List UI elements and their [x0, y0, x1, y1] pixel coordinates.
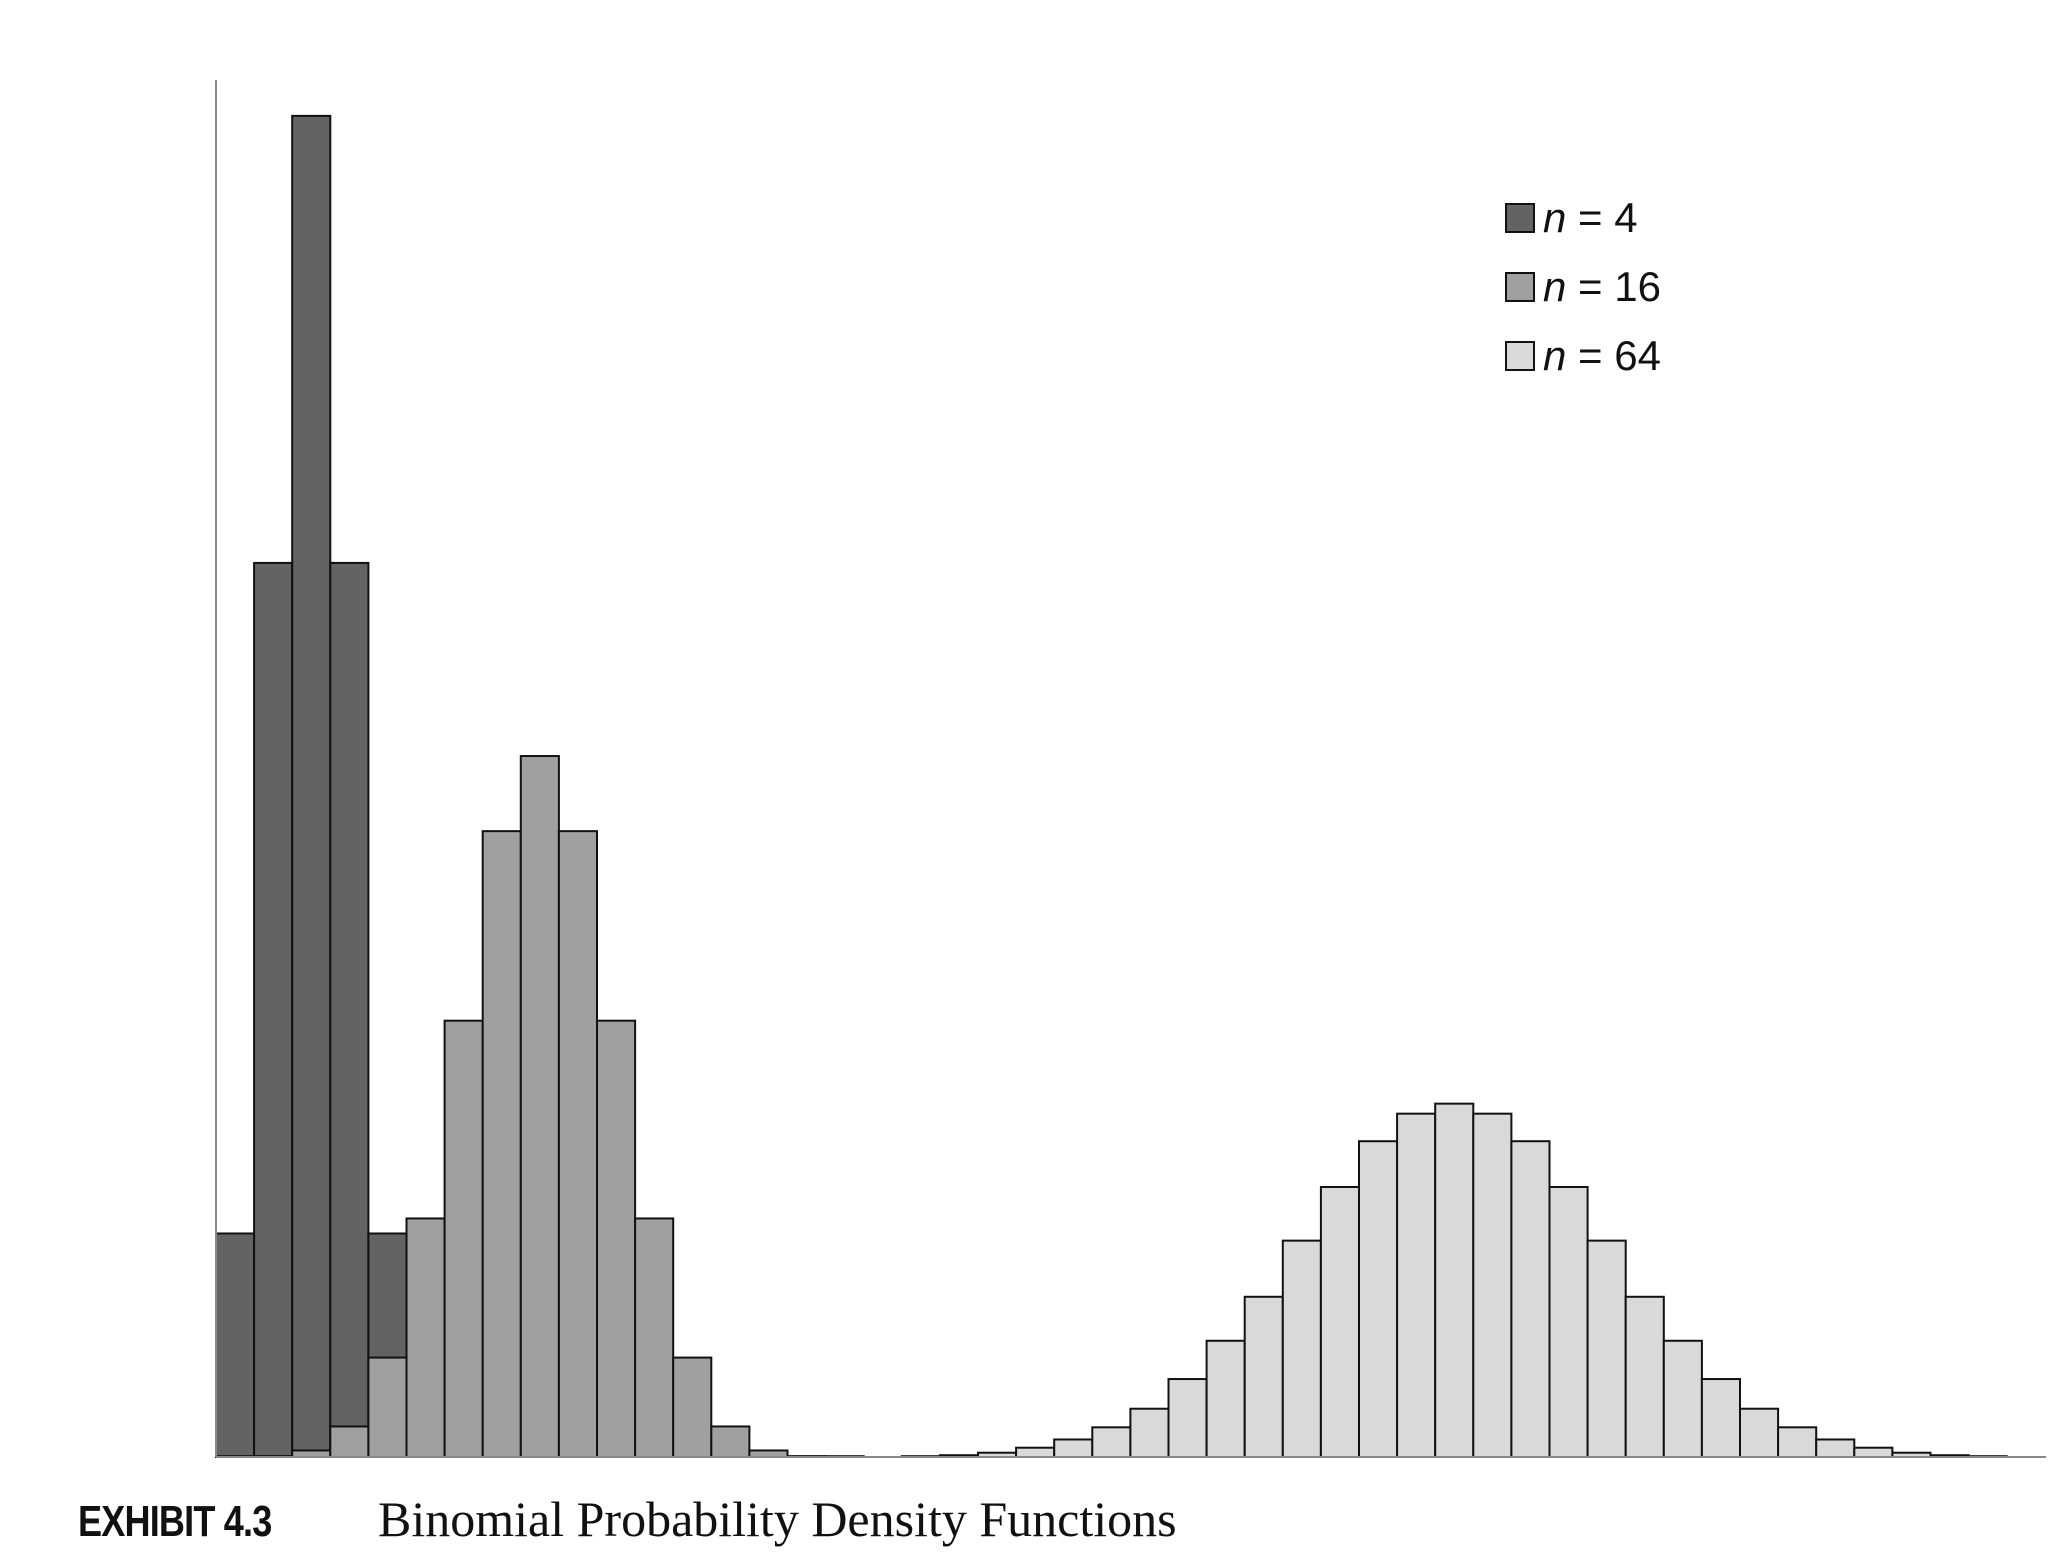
bar-series-3-k36 [1586, 1239, 1627, 1458]
bar-series-3-k37 [1624, 1295, 1665, 1459]
bar-series-3-k30 [1358, 1140, 1399, 1458]
bar-series-3-k28 [1281, 1239, 1322, 1458]
bar-series-2-k6 [443, 1019, 484, 1458]
legend-swatch-3 [1505, 341, 1535, 371]
bar-series-3-k43 [1853, 1446, 1894, 1458]
figure-title: Binomial Probability Density Functions [378, 1491, 1177, 1547]
bar-series-3-k40 [1739, 1407, 1780, 1458]
bar-series-2-k4 [367, 1356, 408, 1458]
bar-series-1-k0 [215, 1232, 256, 1458]
bar-series-2-k13 [710, 1425, 751, 1458]
bar-series-3-k27 [1243, 1295, 1284, 1459]
bar-series-3-k25 [1167, 1378, 1208, 1459]
chart-bars [215, 114, 2008, 1459]
bar-series-2-k11 [634, 1217, 675, 1458]
bar-series-3-k39 [1700, 1378, 1742, 1459]
bar-series-1-k2 [291, 114, 332, 1458]
bar-series-3-k21 [1015, 1446, 1056, 1458]
legend-swatch-2 [1505, 272, 1535, 302]
bar-series-2-k8 [519, 755, 560, 1458]
bar-series-2-k10 [596, 1019, 637, 1458]
figure-caption: EXHIBIT 4.3 Binomial Probability Density… [78, 1490, 1177, 1550]
bar-series-1-k3 [329, 561, 370, 1458]
bar-series-1-k1 [253, 561, 294, 1458]
bar-series-3-k31 [1396, 1112, 1437, 1459]
bar-series-3-k38 [1662, 1339, 1703, 1459]
bar-series-2-k7 [481, 830, 522, 1458]
legend-label-2: n = 16 [1543, 263, 1661, 310]
legend-label-3: n = 64 [1543, 332, 1661, 379]
bar-series-2-k5 [405, 1217, 446, 1458]
bar-series-3-k22 [1053, 1438, 1094, 1458]
bar-series-3-k34 [1510, 1140, 1551, 1458]
bar-series-3-k24 [1129, 1407, 1170, 1458]
bar-series-3-k41 [1777, 1426, 1818, 1458]
bar-series-3-k33 [1472, 1112, 1513, 1459]
bar-series-2-k12 [672, 1356, 713, 1458]
bar-series-3-k42 [1815, 1438, 1856, 1458]
bar-series-2-k9 [557, 830, 599, 1458]
bar-series-3-k29 [1319, 1185, 1361, 1458]
bar-series-3-k35 [1548, 1185, 1589, 1458]
bar-series-3-k32 [1434, 1102, 1475, 1459]
legend: n = 4 n = 16 n = 64 [1505, 194, 1661, 379]
legend-swatch-1 [1505, 203, 1535, 233]
legend-label-1: n = 4 [1543, 194, 1638, 241]
bar-series-3-k23 [1091, 1426, 1132, 1458]
exhibit-number: EXHIBIT 4.3 [78, 1497, 272, 1546]
bar-series-2-k3 [329, 1425, 370, 1458]
bar-series-3-k26 [1205, 1339, 1246, 1459]
